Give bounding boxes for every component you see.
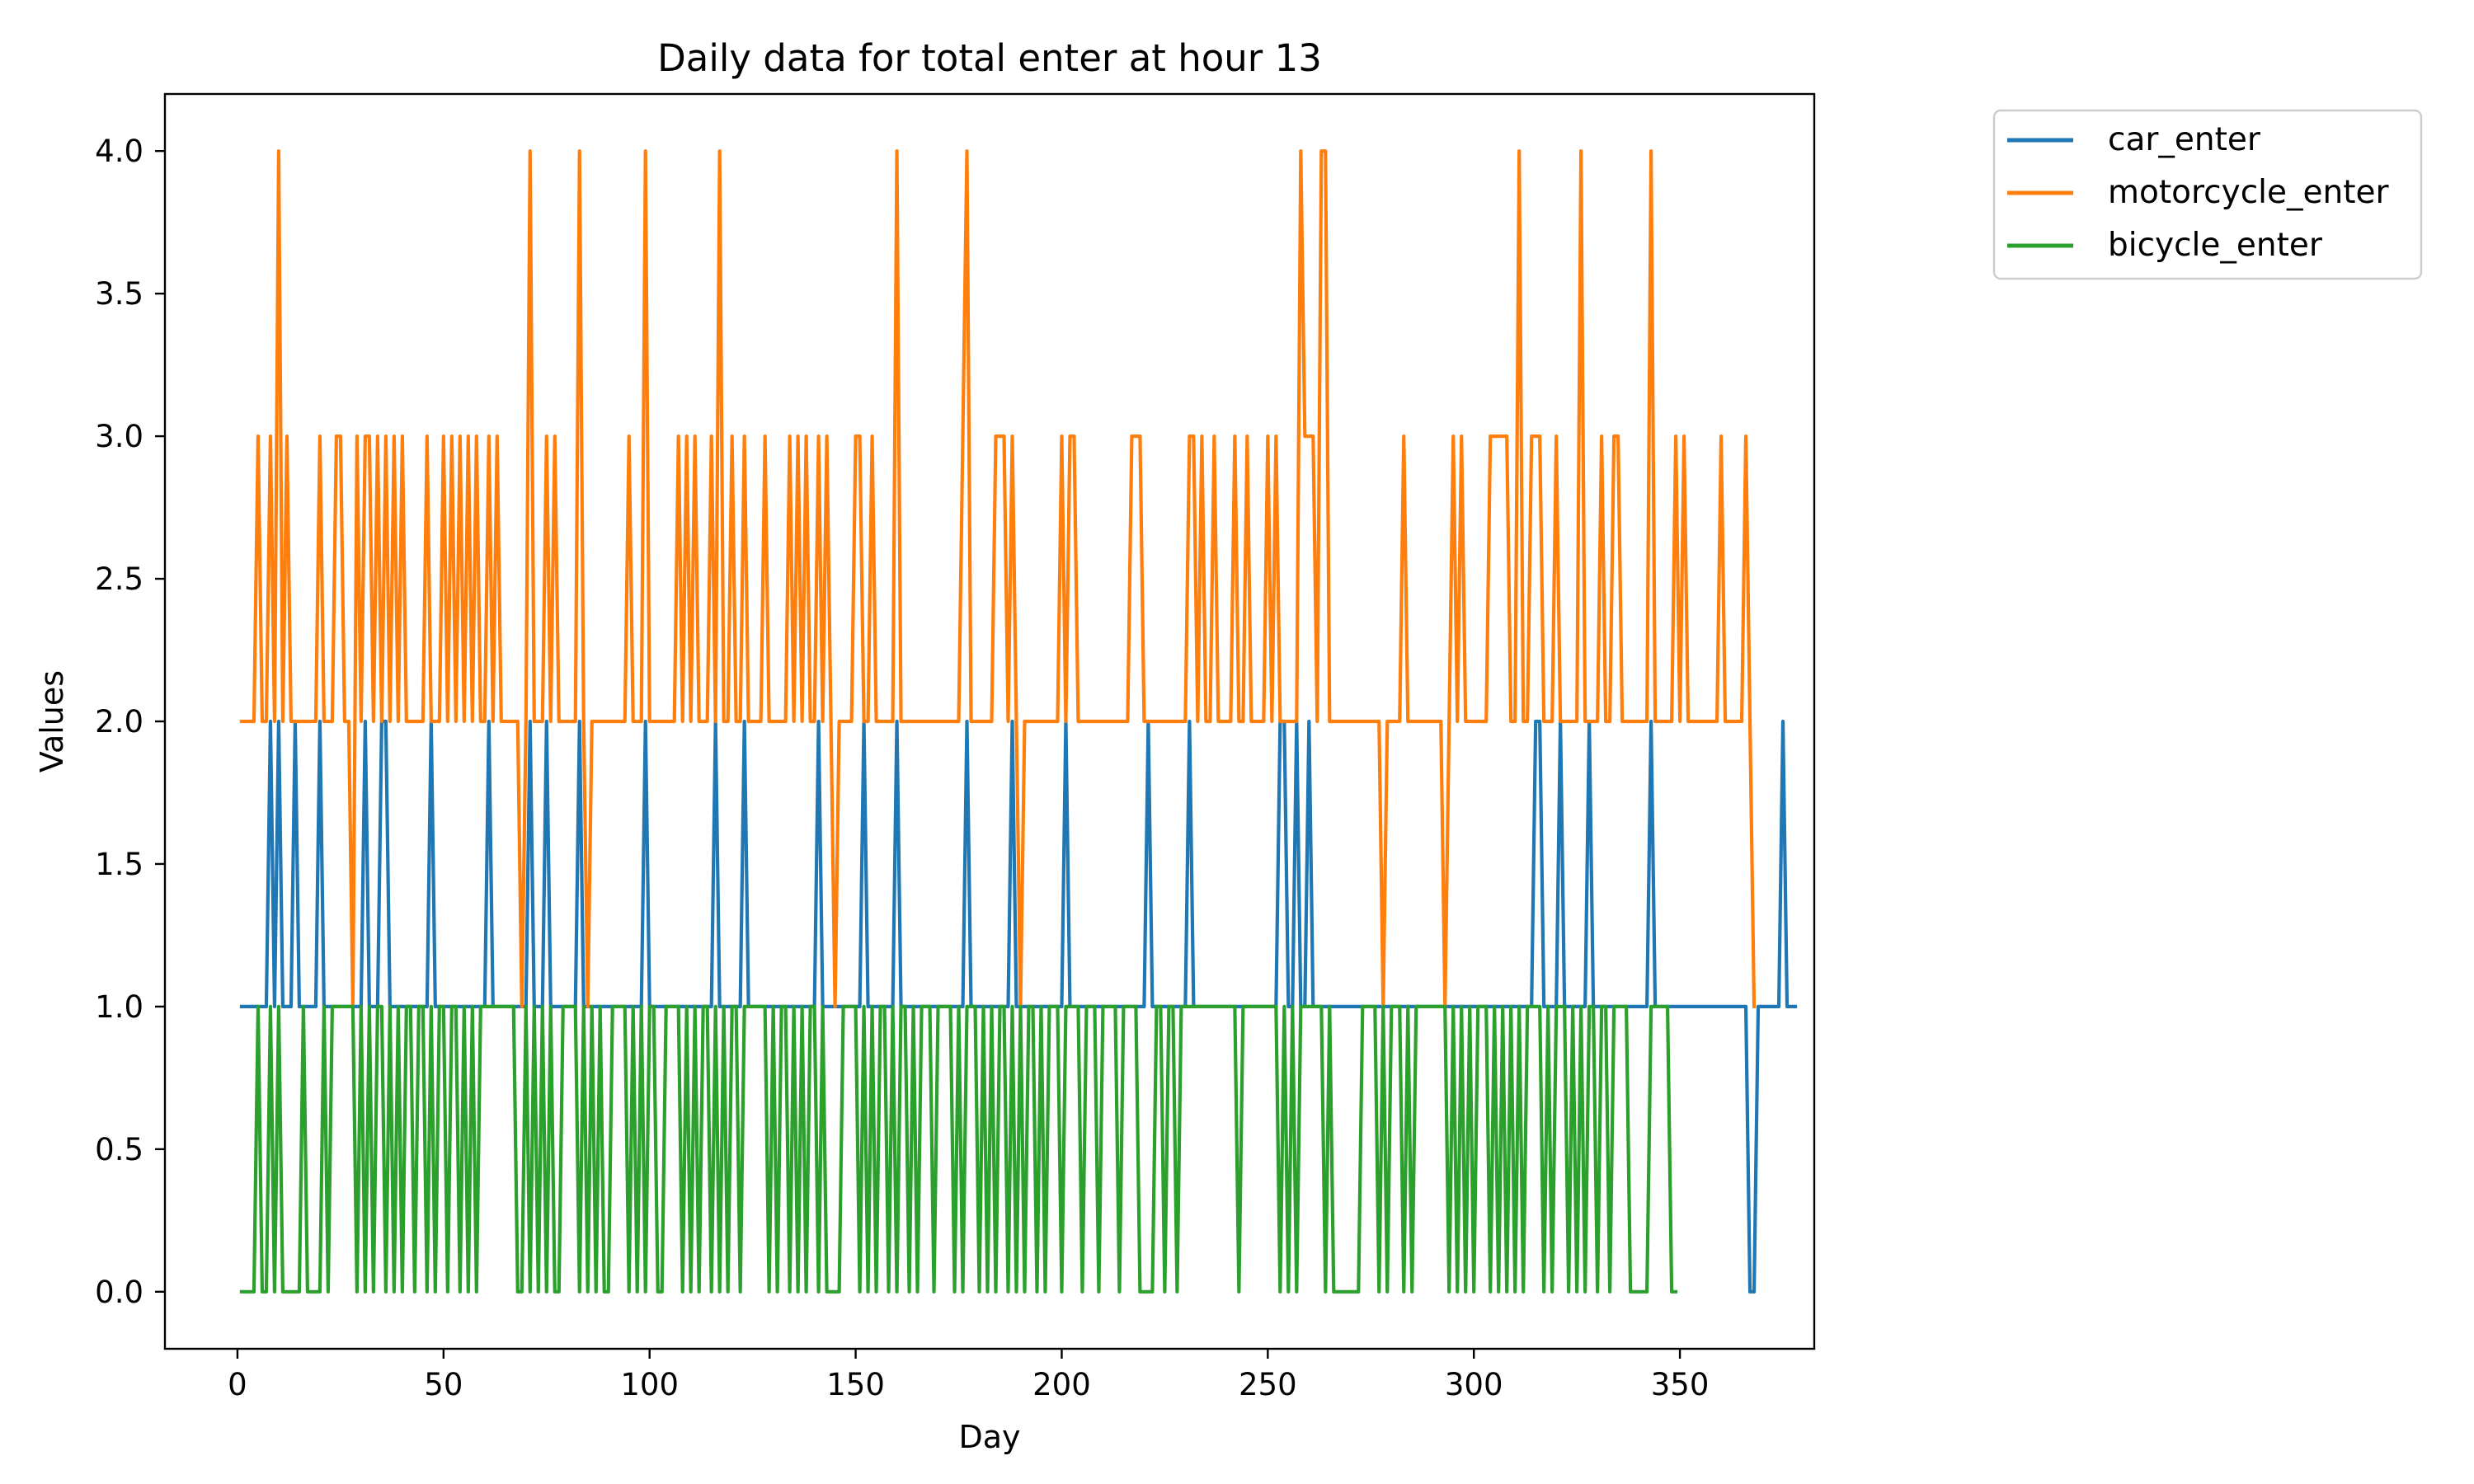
- legend-frame: [1992, 109, 2423, 280]
- y-tick-label: 1.5: [95, 847, 143, 882]
- x-tick-label: 100: [620, 1367, 679, 1402]
- legend-label-bicycle: bicycle_enter: [2108, 227, 2323, 264]
- chart-title: Daily data for total enter at hour 13: [657, 36, 1322, 80]
- x-tick-label: 300: [1445, 1367, 1503, 1402]
- y-tick-label: 2.5: [95, 561, 143, 597]
- series-line-bicycle-enter: [239, 1004, 1678, 1294]
- y-tick-label: 3.5: [95, 276, 143, 312]
- x-tick-label: 200: [1032, 1367, 1091, 1402]
- y-tick-label: 4.0: [95, 134, 143, 169]
- y-tick-label: 0.0: [95, 1275, 143, 1310]
- y-axis-label: Values: [34, 670, 70, 773]
- legend-label-motorcycle: motorcycle_enter: [2108, 174, 2389, 211]
- y-tick-label: 1.0: [95, 989, 143, 1025]
- y-tick-label: 2.0: [95, 704, 143, 740]
- x-tick-label: 350: [1651, 1367, 1710, 1402]
- x-tick-label: 150: [826, 1367, 885, 1402]
- legend-label-car: car_enter: [2108, 121, 2261, 158]
- series-layer: [239, 149, 1798, 1294]
- x-tick-label: 250: [1239, 1367, 1297, 1402]
- x-axis-label: Day: [958, 1419, 1020, 1455]
- x-axis: 0 50 100 150 200 250 300 350: [228, 1349, 1709, 1402]
- x-tick-label: 50: [424, 1367, 463, 1402]
- series-line-motorcycle-enter: [239, 149, 1757, 1009]
- legend: car_enter motorcycle_enter bicycle_enter: [1992, 109, 2423, 280]
- x-tick-label: 0: [228, 1367, 247, 1402]
- y-axis: 0.0 0.5 1.0 1.5 2.0 2.5 3.0 3.5 4.0: [95, 134, 165, 1310]
- y-tick-label: 0.5: [95, 1132, 143, 1167]
- y-tick-label: 3.0: [95, 419, 143, 454]
